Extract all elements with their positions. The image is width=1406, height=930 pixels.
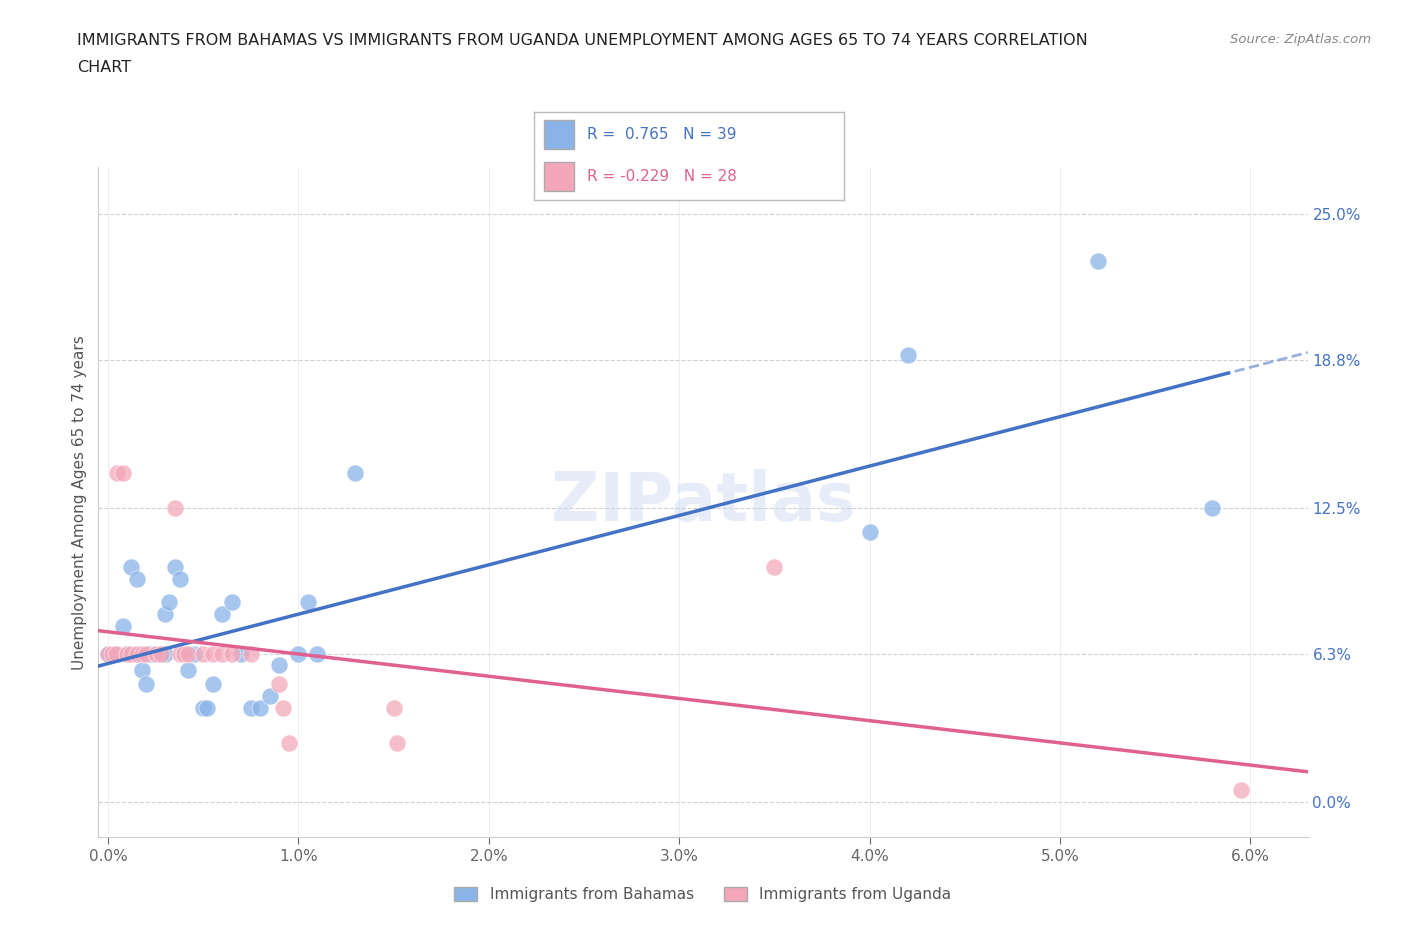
Point bbox=[191, 700, 214, 715]
Point bbox=[115, 646, 138, 661]
Point bbox=[201, 646, 224, 661]
Point bbox=[125, 646, 148, 661]
Point bbox=[150, 646, 173, 661]
Point bbox=[173, 646, 195, 661]
Text: R =  0.765   N = 39: R = 0.765 N = 39 bbox=[586, 126, 737, 141]
Point bbox=[249, 700, 271, 715]
Point bbox=[271, 700, 294, 715]
Y-axis label: Unemployment Among Ages 65 to 74 years: Unemployment Among Ages 65 to 74 years bbox=[72, 335, 87, 670]
Point bbox=[112, 618, 135, 633]
Point bbox=[1230, 782, 1253, 797]
Legend: Immigrants from Bahamas, Immigrants from Uganda: Immigrants from Bahamas, Immigrants from… bbox=[447, 880, 959, 910]
Point bbox=[100, 646, 122, 661]
Point bbox=[344, 465, 367, 480]
Bar bbox=[544, 162, 575, 192]
Point bbox=[97, 646, 120, 661]
Point bbox=[107, 646, 129, 661]
Point bbox=[195, 700, 218, 715]
Point bbox=[191, 646, 214, 661]
Point bbox=[150, 646, 173, 661]
Point bbox=[131, 646, 153, 661]
Point bbox=[211, 606, 233, 621]
Point bbox=[169, 646, 191, 661]
Point bbox=[135, 646, 157, 661]
Point bbox=[163, 500, 186, 515]
Point bbox=[859, 525, 882, 539]
Point bbox=[387, 736, 409, 751]
Point bbox=[135, 646, 157, 661]
Point bbox=[125, 571, 148, 586]
Point bbox=[125, 646, 148, 661]
Point bbox=[307, 646, 329, 661]
Point bbox=[201, 677, 224, 692]
Point bbox=[763, 559, 786, 574]
Point bbox=[239, 646, 262, 661]
Point bbox=[1201, 500, 1223, 515]
Point bbox=[211, 646, 233, 661]
Bar bbox=[544, 120, 575, 149]
Point bbox=[297, 594, 319, 609]
Text: Source: ZipAtlas.com: Source: ZipAtlas.com bbox=[1230, 33, 1371, 46]
Point bbox=[135, 677, 157, 692]
Point bbox=[277, 736, 299, 751]
Point bbox=[897, 348, 920, 363]
Point bbox=[231, 646, 253, 661]
Point bbox=[177, 646, 200, 661]
Text: CHART: CHART bbox=[77, 60, 131, 75]
Point bbox=[112, 465, 135, 480]
Point bbox=[120, 559, 142, 574]
Point bbox=[177, 663, 200, 678]
Point bbox=[239, 700, 262, 715]
Point bbox=[153, 646, 176, 661]
Point bbox=[104, 646, 127, 661]
Point bbox=[163, 559, 186, 574]
Point bbox=[145, 646, 167, 661]
Point bbox=[269, 677, 291, 692]
Point bbox=[169, 571, 191, 586]
Point bbox=[157, 594, 180, 609]
Point bbox=[382, 700, 405, 715]
Point bbox=[259, 688, 281, 703]
Point bbox=[183, 646, 205, 661]
Point bbox=[287, 646, 309, 661]
Text: IMMIGRANTS FROM BAHAMAS VS IMMIGRANTS FROM UGANDA UNEMPLOYMENT AMONG AGES 65 TO : IMMIGRANTS FROM BAHAMAS VS IMMIGRANTS FR… bbox=[77, 33, 1088, 47]
Point bbox=[221, 594, 243, 609]
Point bbox=[145, 646, 167, 661]
Point bbox=[107, 465, 129, 480]
Point bbox=[139, 646, 162, 661]
Point bbox=[115, 646, 138, 661]
Point bbox=[120, 646, 142, 661]
Point bbox=[97, 646, 120, 661]
Text: ZIPatlas: ZIPatlas bbox=[551, 470, 855, 535]
Point bbox=[269, 658, 291, 673]
Point bbox=[221, 646, 243, 661]
Text: R = -0.229   N = 28: R = -0.229 N = 28 bbox=[586, 168, 737, 183]
Point bbox=[131, 663, 153, 678]
Point bbox=[173, 646, 195, 661]
Point bbox=[1087, 254, 1109, 269]
Point bbox=[153, 606, 176, 621]
